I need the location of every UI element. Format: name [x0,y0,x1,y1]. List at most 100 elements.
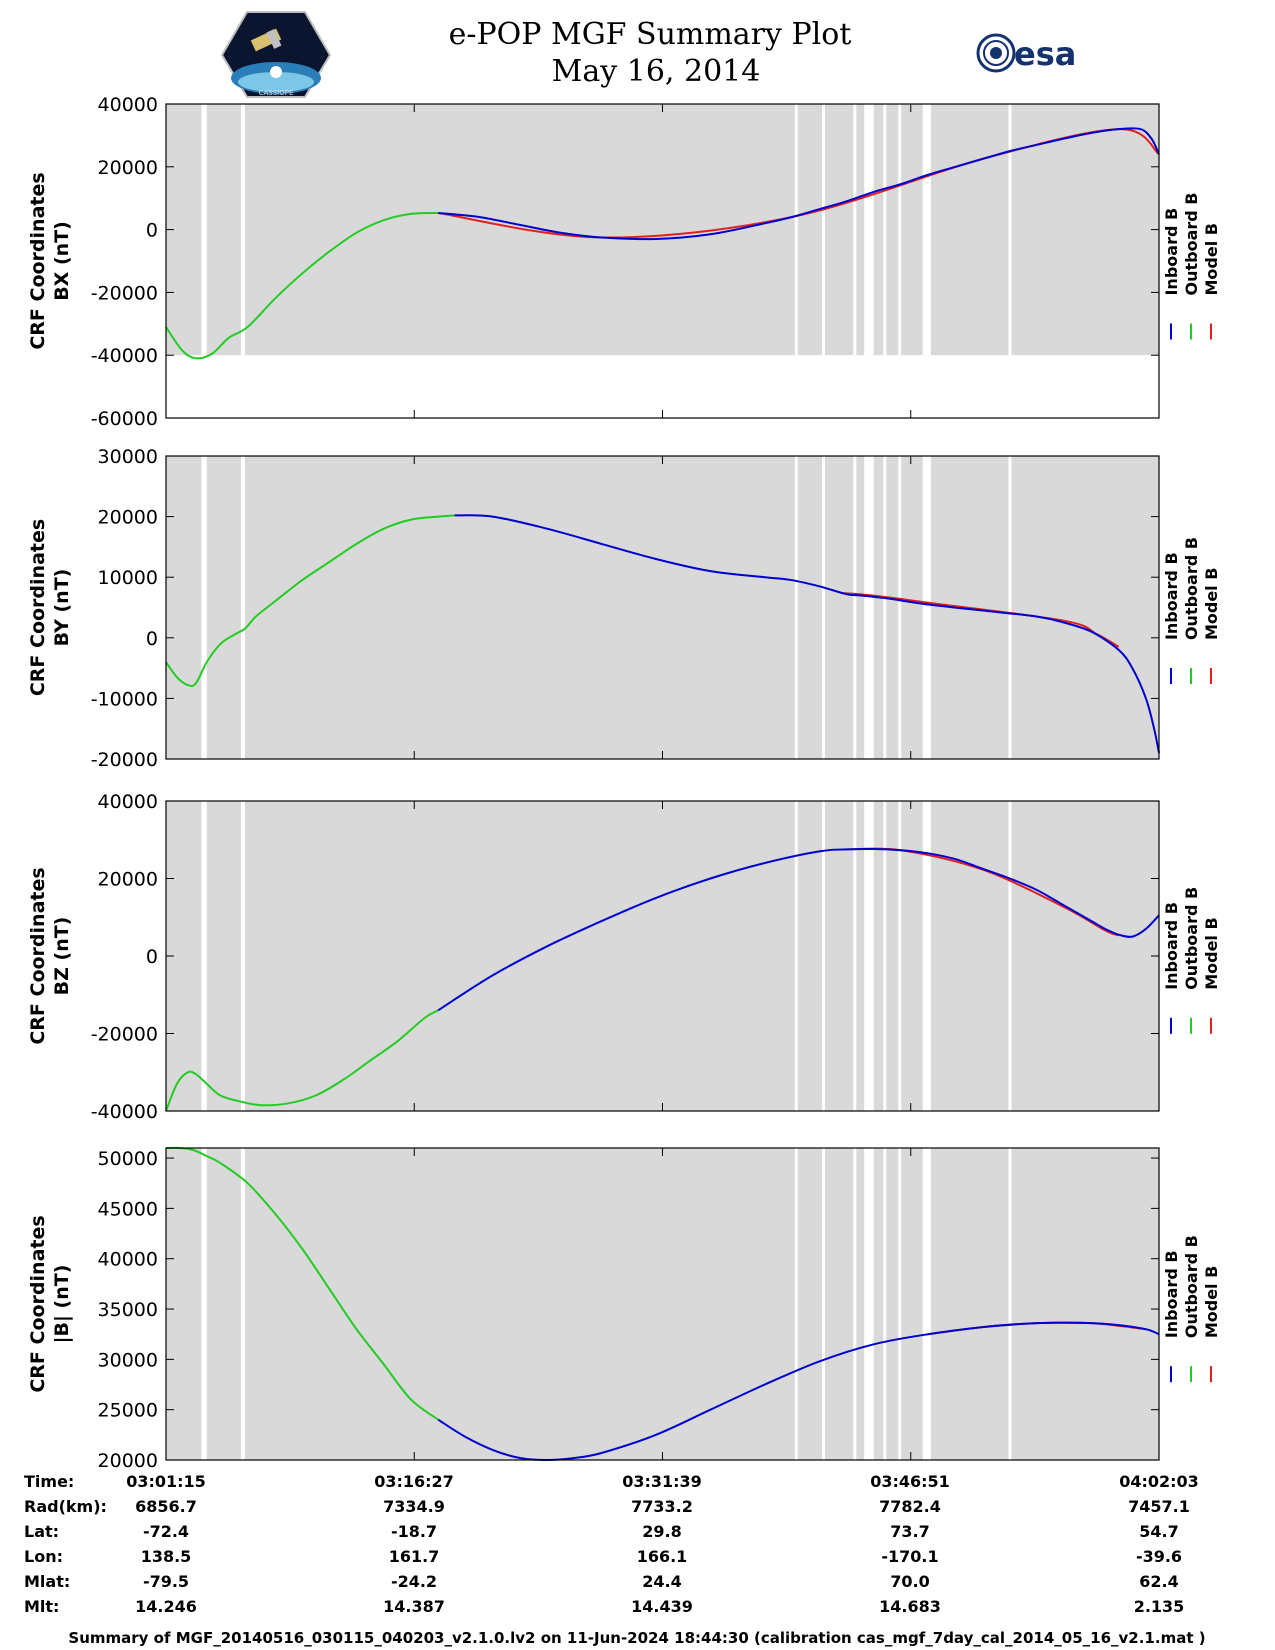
legend-label: Model B [1202,223,1221,295]
y-tick-label: -40000 [91,345,158,367]
data-gap-band [898,801,902,1111]
ephemeris-cell: 7733.2 [631,1497,693,1516]
data-gap-band [898,1148,902,1460]
series-line-outboard-b [165,1009,439,1112]
y-axis-label-line2: BX (nT) [51,221,73,301]
series-line-inboard-b [437,1321,1160,1462]
data-gap-band [922,1148,931,1460]
legend-label: Model B [1202,1266,1221,1338]
y-tick-label: 20000 [98,1450,158,1472]
data-gap-band [201,1148,207,1460]
y-axis-label-line2: |B| (nT) [51,1265,73,1344]
y-tick-label: 30000 [98,446,158,468]
ephemeris-cell: 166.1 [637,1547,688,1566]
data-gap-band [240,456,245,759]
data-gap-band [794,1148,798,1460]
data-gap-band [240,104,245,356]
data-gap-band [201,801,207,1111]
esa-logo: esa [976,33,1076,73]
ephemeris-cell: 70.0 [890,1572,929,1591]
ephemeris-cell: 2.135 [1134,1597,1185,1616]
y-tick-label: 10000 [98,567,158,589]
figure-title: e-POP MGF Summary Plot [449,17,852,52]
series-line-inboard-b [437,847,1160,1012]
legend-label: Model B [1202,568,1221,640]
legend-label: Inboard B [1162,208,1181,296]
data-gap-band [883,801,887,1111]
ephemeris-cell: -39.6 [1136,1547,1182,1566]
series-line-outboard-b [165,514,455,687]
ephemeris-cell: 29.8 [642,1522,681,1541]
legend-label: Inboard B [1162,552,1181,640]
legend-label: Inboard B [1162,902,1181,990]
ephemeris-cell: 03:31:39 [622,1472,702,1491]
panel-shading [166,1148,1159,1460]
legend-label: Outboard B [1182,193,1201,296]
data-gap-band [864,801,874,1111]
data-gap-band [898,104,902,356]
data-gap-band [864,1148,874,1460]
ephemeris-cell: 6856.7 [135,1497,197,1516]
y-axis-label-line2: BY (nT) [51,569,73,647]
data-gap-band [864,456,874,759]
data-gap-band [201,456,207,759]
magnetic-field-panels: -60000 -40000 -20000 0 20000 40000 CRF Coordin… [27,94,1221,1472]
ephemeris-cell: 73.7 [890,1522,929,1541]
panel-bz: -40000 -20000 0 20000 40000 CRF Coordinates BZ… [27,791,1221,1123]
data-gap-band [922,456,931,759]
data-gap-band [898,456,902,759]
figure-date: May 16, 2014 [552,54,761,89]
y-tick-label: 20000 [98,869,158,891]
panel-bx: -60000 -40000 -20000 0 20000 40000 CRF Coordin… [27,94,1221,430]
data-gap-band [822,456,826,759]
series-line-outboard-b [165,1146,439,1421]
ephemeris-cell: -18.7 [391,1522,437,1541]
legend: Inboard B Outboard B Model B [1162,193,1221,340]
y-tick-label: -20000 [91,282,158,304]
data-gap-band [240,801,245,1111]
ephemeris-cell: 03:01:15 [126,1472,206,1491]
data-gap-band [822,801,826,1111]
y-axis-label-line1: CRF Coordinates [27,1215,49,1392]
y-tick-label: -20000 [91,749,158,771]
legend-label: Model B [1202,917,1221,989]
ephemeris-cell: 14.246 [135,1597,197,1616]
legend-label: Outboard B [1182,1235,1201,1338]
data-gap-band [201,104,207,356]
data-gap-band [853,456,857,759]
data-gap-band [883,1148,887,1460]
ephemeris-cell: 03:46:51 [870,1472,950,1491]
ephemeris-cell: 14.683 [879,1597,941,1616]
data-gap-band [883,456,887,759]
ephemeris-row-label: Mlt: [24,1597,59,1616]
ephemeris-row-label: Rad(km): [24,1497,107,1516]
ephemeris-cell: -79.5 [143,1572,189,1591]
data-gap-band [240,1148,245,1460]
data-gap-band [864,104,874,356]
y-tick-label: -60000 [91,408,158,430]
panel-shading [166,104,1159,356]
ephemeris-cell: 24.4 [642,1572,681,1591]
data-gap-band [853,104,857,356]
ephemeris-cell: 7457.1 [1128,1497,1190,1516]
legend-label: Outboard B [1182,537,1201,640]
y-tick-label: 40000 [98,94,158,116]
data-gap-band [1008,456,1012,759]
data-gap-band [853,801,857,1111]
data-gap-band [794,456,798,759]
data-gap-band [1008,801,1012,1111]
y-axis-label-line2: BZ (nT) [51,917,73,996]
y-axis-label-line1: CRF Coordinates [27,519,49,696]
figure-footer: Summary of MGF_20140516_030115_040203_v2… [68,1629,1205,1647]
ephemeris-row-label: Time: [24,1472,74,1491]
y-axis-label-line1: CRF Coordinates [27,867,49,1044]
panel-shading [166,456,1159,759]
panel-btot: 20000 25000 30000 35000 40000 45000 50000 CRF C… [27,1146,1221,1472]
ephemeris-cell: 14.387 [383,1597,445,1616]
y-tick-label: 0 [146,220,158,242]
data-gap-band [822,104,826,356]
y-tick-label: -10000 [91,688,158,710]
y-axis-label-line1: CRF Coordinates [27,172,49,349]
ephemeris-cell: -170.1 [881,1547,938,1566]
ephemeris-cell: 04:02:03 [1119,1472,1199,1491]
